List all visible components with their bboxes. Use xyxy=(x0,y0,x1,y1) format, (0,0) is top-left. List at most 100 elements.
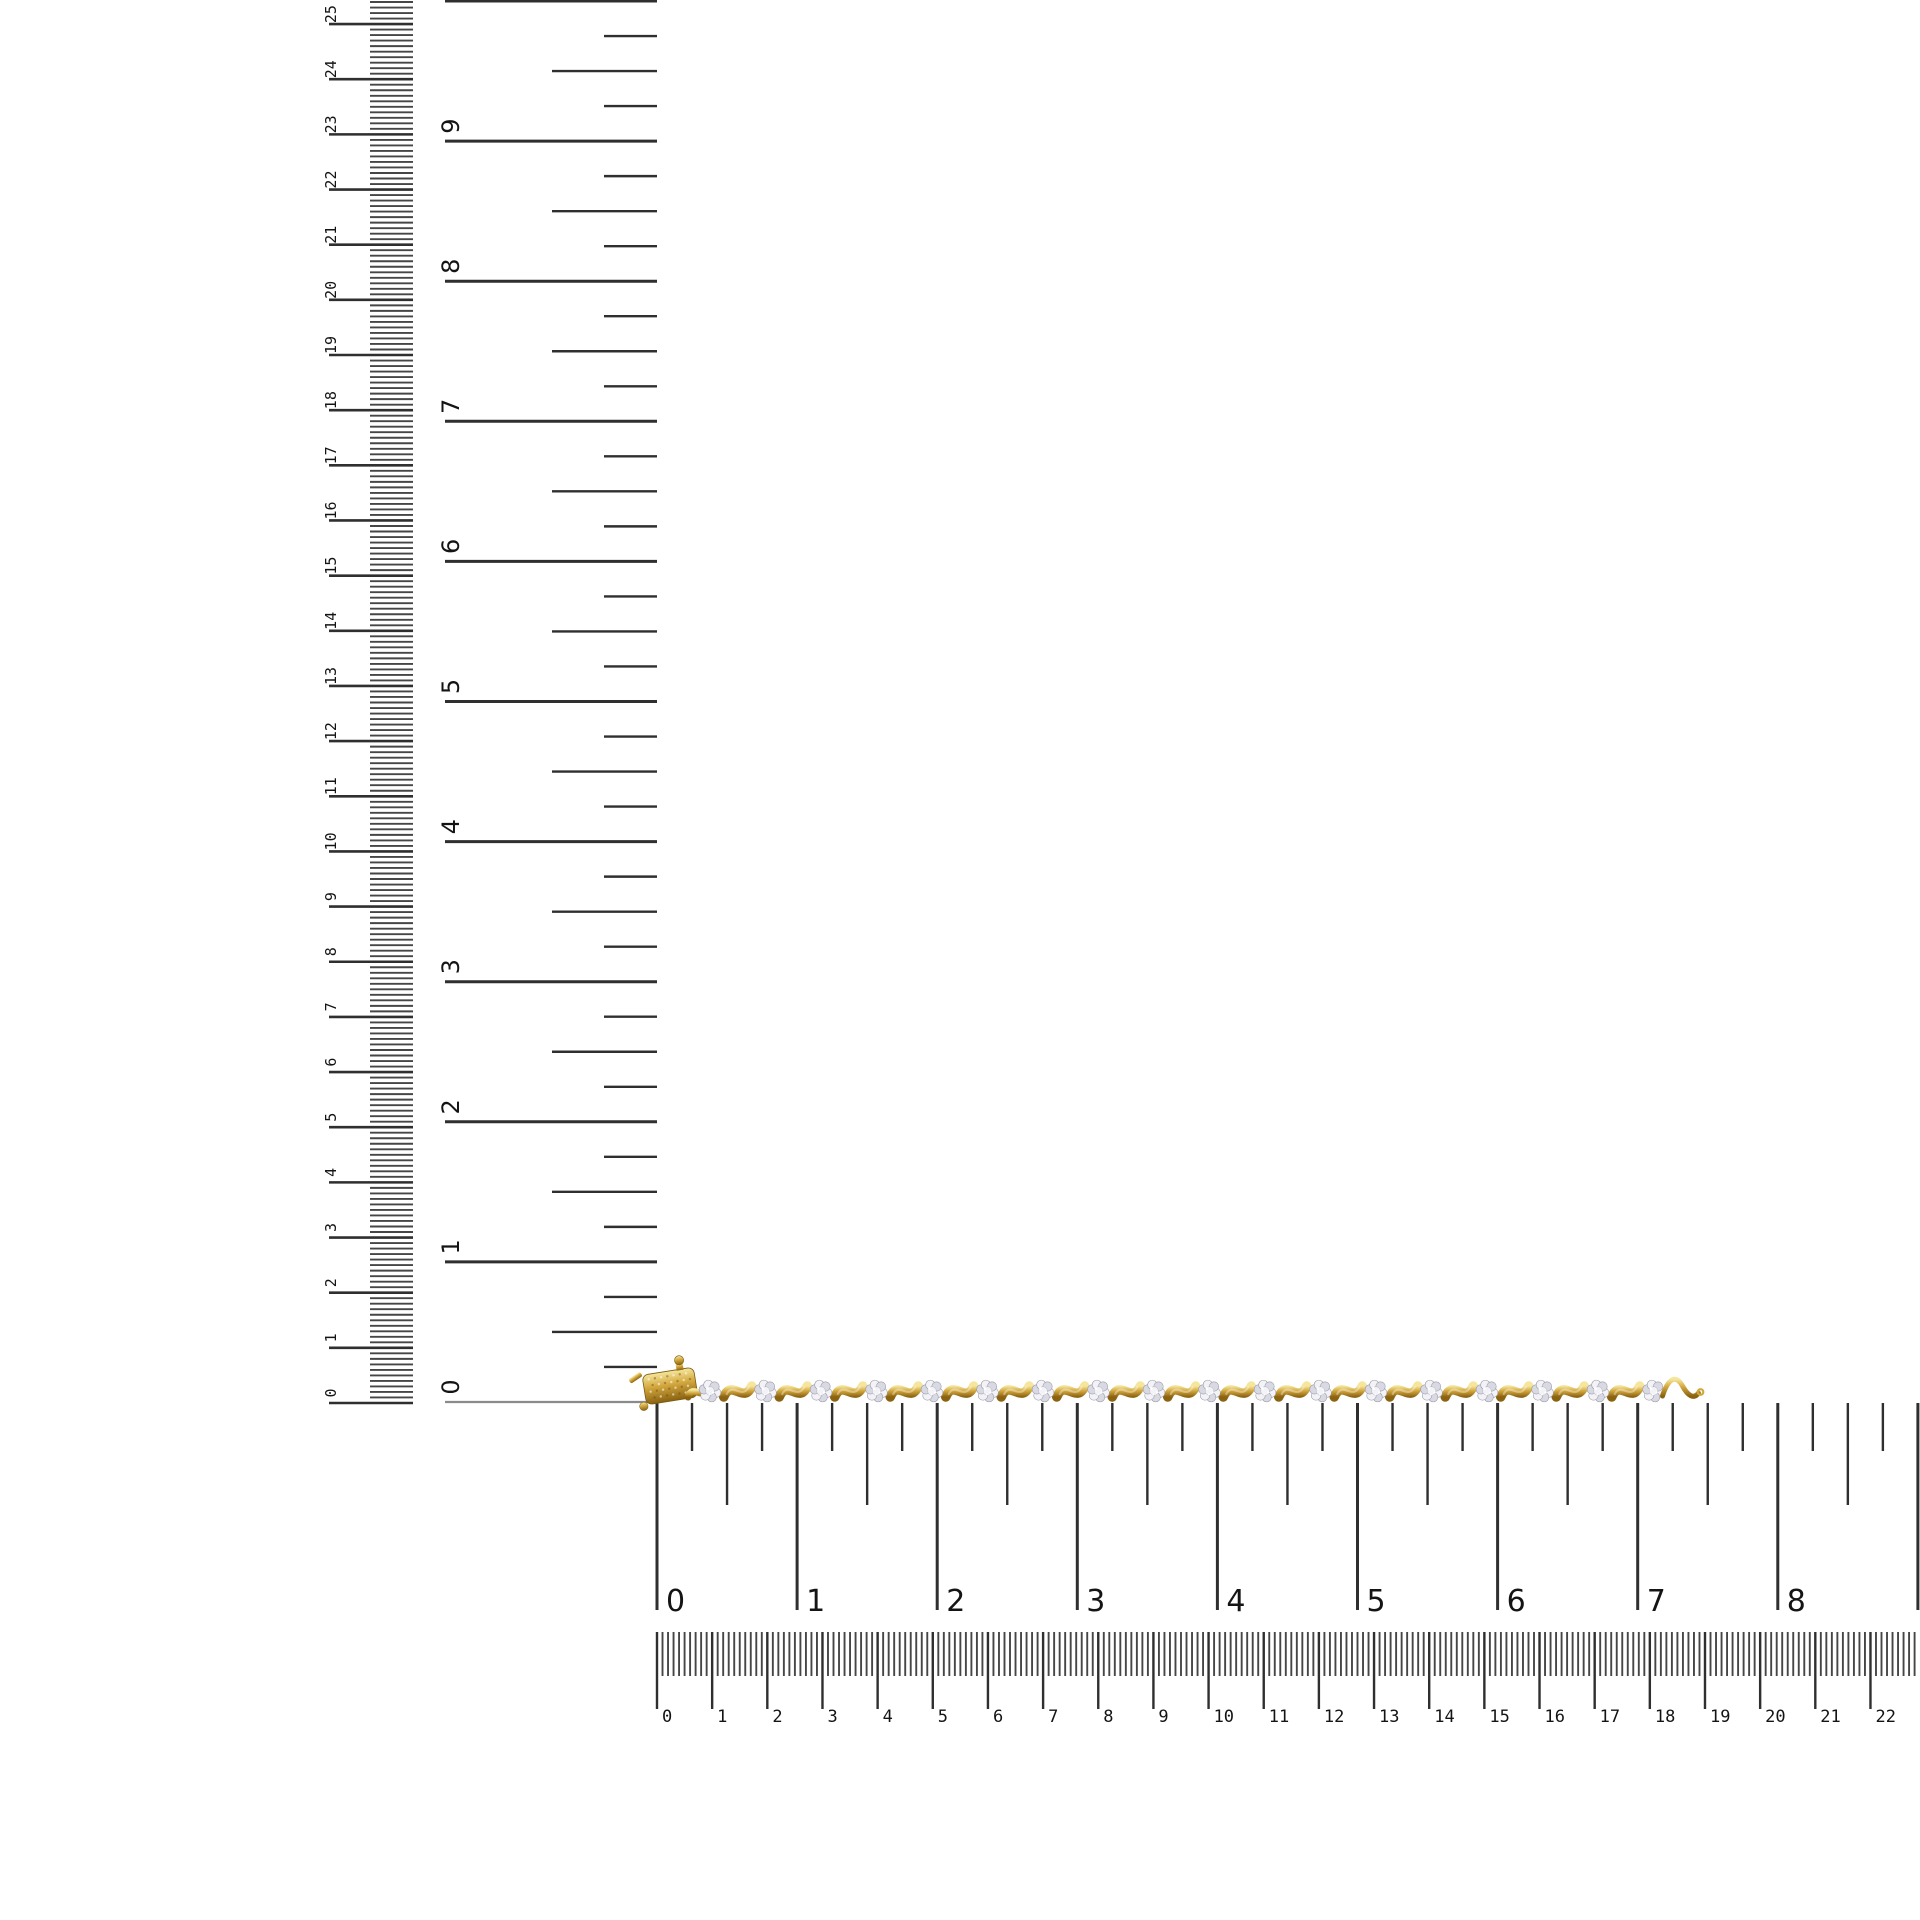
diamond-cluster xyxy=(1087,1379,1110,1403)
sparkle xyxy=(1655,1391,1658,1394)
diamond-cluster xyxy=(1586,1379,1610,1403)
sparkle xyxy=(1377,1391,1381,1394)
gold-s-link xyxy=(774,1381,812,1402)
ruler-label: 16 xyxy=(322,501,340,519)
sparkle xyxy=(928,1387,931,1390)
sparkle xyxy=(1094,1387,1098,1390)
gold-s-link xyxy=(1385,1381,1423,1402)
sparkle xyxy=(1544,1391,1547,1394)
clasp-tongue xyxy=(629,1372,642,1383)
gold-s-link xyxy=(1440,1381,1478,1402)
ruler-label: 8 xyxy=(1787,1584,1806,1619)
ruler-label: 16 xyxy=(1545,1707,1565,1727)
clasp-texture-dot xyxy=(678,1392,681,1395)
diamond-cluster xyxy=(920,1379,944,1403)
diamond-cluster xyxy=(1309,1379,1332,1403)
diamond-cluster xyxy=(1253,1379,1277,1403)
ruler-label: 2 xyxy=(772,1707,782,1727)
ruler-label: 21 xyxy=(1820,1707,1840,1727)
clasp-texture-dot xyxy=(680,1385,683,1388)
ruler-label: 11 xyxy=(1269,1707,1289,1727)
gold-s-link xyxy=(1052,1381,1090,1402)
clasp-texture-dot xyxy=(668,1387,671,1390)
ruler-label: 9 xyxy=(1158,1707,1168,1727)
gold-link-highlight xyxy=(892,1385,917,1396)
ruler-label: 20 xyxy=(322,281,340,299)
gold-link-highlight xyxy=(1502,1385,1527,1396)
diamond-cluster xyxy=(698,1379,722,1403)
ruler-label: 0 xyxy=(322,1388,340,1397)
sparkle xyxy=(1155,1391,1159,1394)
sparkle xyxy=(1538,1387,1542,1390)
gold-link-highlight xyxy=(1003,1385,1028,1396)
ruler-label: 13 xyxy=(1379,1707,1399,1727)
ruler-label: 14 xyxy=(1434,1707,1454,1727)
sparkle xyxy=(1208,1393,1210,1396)
sparkle xyxy=(708,1393,711,1396)
sparkle xyxy=(1266,1391,1270,1394)
ruler-label: 15 xyxy=(1489,1707,1509,1727)
clasp-texture-dot xyxy=(657,1382,661,1386)
sparkle xyxy=(1372,1387,1375,1390)
sparkle xyxy=(930,1393,933,1396)
ruler-label: 23 xyxy=(322,115,340,133)
horizontal-cm-ruler: 0 1 2 3 4 5 6 7 8 9 10 11 12 13 14 15 16 17 18 19 20 21 22 xyxy=(655,1632,1916,1727)
ruler-label: 5 xyxy=(938,1707,948,1727)
clasp-texture-dot xyxy=(686,1384,690,1387)
vertical-cm-ruler: 0123456789101112131415161718192021222324… xyxy=(322,1,413,1405)
sparkle xyxy=(819,1393,822,1396)
gold-link-highlight xyxy=(1225,1385,1250,1396)
ruler-label: 0 xyxy=(437,1379,465,1394)
ruler-label: 4 xyxy=(883,1707,893,1727)
ruler-label: 8 xyxy=(1103,1707,1113,1727)
ruler-label: 6 xyxy=(437,539,465,554)
gold-s-link xyxy=(885,1381,923,1402)
ruler-label: 1 xyxy=(806,1584,825,1619)
gold-link-highlight xyxy=(1336,1385,1361,1396)
sparkle xyxy=(872,1387,876,1390)
sparkle xyxy=(1211,1391,1214,1394)
ruler-label: 4 xyxy=(1226,1584,1245,1619)
gold-s-link xyxy=(1218,1381,1256,1402)
ruler-label: 3 xyxy=(1086,1584,1105,1619)
sparkle xyxy=(1594,1387,1597,1390)
gold-link-highlight xyxy=(1280,1385,1305,1396)
sparkle xyxy=(1097,1393,1099,1396)
ruler-label: 9 xyxy=(437,118,465,133)
gold-link-highlight xyxy=(836,1385,861,1396)
sparkle xyxy=(1205,1387,1209,1390)
sparkle xyxy=(1044,1391,1048,1394)
clasp-texture-dot xyxy=(674,1386,677,1389)
diamond-cluster xyxy=(1198,1379,1221,1403)
gold-link-highlight xyxy=(1391,1385,1416,1396)
ruler-label: 6 xyxy=(993,1707,1003,1727)
ruler-label: 8 xyxy=(437,259,465,274)
sparkle xyxy=(817,1387,820,1390)
gold-link-highlight xyxy=(1613,1385,1638,1396)
ruler-label: 2 xyxy=(946,1584,965,1619)
clasp-texture-dot xyxy=(649,1390,652,1393)
clasp-texture-dot xyxy=(663,1381,667,1385)
sparkle xyxy=(1152,1393,1155,1396)
ruler-label: 22 xyxy=(1875,1707,1895,1727)
clasp-texture-dot xyxy=(653,1396,656,1399)
sparkle xyxy=(1599,1391,1603,1394)
end-hook xyxy=(1660,1376,1701,1399)
sparkle xyxy=(875,1393,877,1396)
ruler-label: 17 xyxy=(1600,1707,1620,1727)
ruler-label: 5 xyxy=(322,1113,340,1122)
sparkle xyxy=(1100,1391,1103,1394)
sparkle xyxy=(1316,1387,1320,1390)
sparkle xyxy=(1483,1387,1486,1390)
ruler-label: 2 xyxy=(437,1099,465,1114)
clasp-texture-dot xyxy=(670,1380,673,1384)
sparkle xyxy=(1652,1393,1654,1396)
gold-s-link xyxy=(1607,1381,1645,1402)
gold-s-link xyxy=(1107,1381,1145,1402)
sparkle xyxy=(1322,1391,1325,1394)
clasp-texture-dot xyxy=(647,1378,650,1381)
clasp-texture-dot xyxy=(672,1393,675,1396)
ruler-label: 4 xyxy=(437,819,465,834)
clasp-texture-dot xyxy=(653,1377,657,1380)
